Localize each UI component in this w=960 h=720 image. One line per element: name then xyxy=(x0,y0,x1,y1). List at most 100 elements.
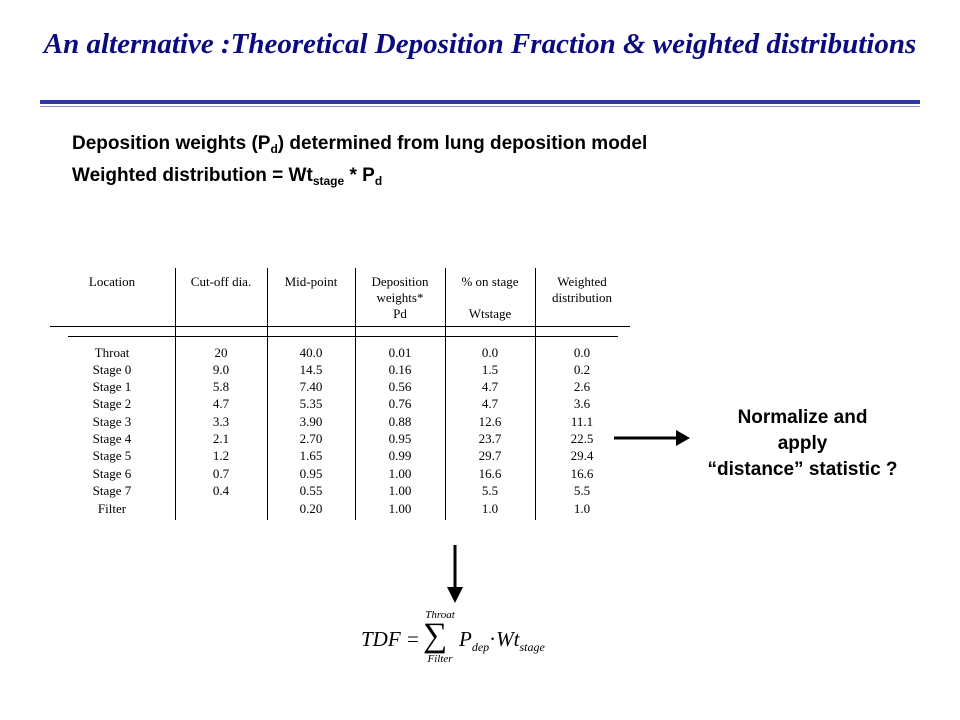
sum-lower-limit: Filter xyxy=(427,653,453,665)
table-header-line: Cut-off dia. xyxy=(190,274,252,289)
table-header-cell: Mid-point xyxy=(261,274,361,290)
table-cell: 0.7 xyxy=(212,466,230,481)
table-header-rule-2 xyxy=(68,336,618,337)
row-location: Filter xyxy=(97,501,127,516)
table-cell: 4.7 xyxy=(212,396,230,411)
bullet-subscript: stage xyxy=(312,174,345,188)
table-cell: 11.1 xyxy=(570,414,594,429)
slide-title: An alternative :Theoretical Deposition F… xyxy=(43,28,917,60)
table-column-divider xyxy=(445,268,446,520)
table-cell: 1.0 xyxy=(481,501,499,516)
table-cell: 14.5 xyxy=(299,362,323,377)
table-cell: 3.6 xyxy=(573,396,591,411)
row-location: Stage 2 xyxy=(92,396,132,411)
table-header-cell: % on stage Wtstage xyxy=(440,274,540,322)
table-column-divider xyxy=(267,268,268,520)
table-cell: 16.6 xyxy=(478,466,502,481)
table-header-line: distribution xyxy=(552,290,612,305)
table-header-line: Location xyxy=(88,274,136,289)
table-cell: 0.01 xyxy=(388,345,412,360)
table-header-line: Deposition xyxy=(371,274,429,289)
formula-p: P xyxy=(459,627,472,651)
table-column-divider xyxy=(535,268,536,520)
table-cell: 2.70 xyxy=(299,431,323,446)
row-location: Stage 7 xyxy=(92,483,132,498)
table-cell: 29.7 xyxy=(478,448,502,463)
table-cell: 1.00 xyxy=(388,466,412,481)
title-rule-thin xyxy=(40,106,920,107)
table-cell: 0.95 xyxy=(388,431,412,446)
table-column-divider xyxy=(355,268,356,520)
table-cell: 2.6 xyxy=(573,379,591,394)
table-column-divider xyxy=(175,268,176,520)
bullet-weighted-distribution: Weighted distribution = Wtstage * Pd xyxy=(72,165,382,188)
bullet-text: ) determined from lung deposition model xyxy=(277,133,648,154)
formula-equals: = xyxy=(407,627,419,651)
table-cell: 0.95 xyxy=(299,466,323,481)
tdf-formula: TDF = Throat ∑ Filter Pdep·Wtstage xyxy=(355,605,555,675)
table-cell: 0.56 xyxy=(388,379,412,394)
table-cell: 40.0 xyxy=(299,345,323,360)
table-cell: 0.16 xyxy=(388,362,412,377)
table-cell: 5.5 xyxy=(481,483,499,498)
bullet-text: Weighted distribution = Wt xyxy=(72,165,313,186)
table-cell: 0.0 xyxy=(481,345,499,360)
table-cell: 0.4 xyxy=(212,483,230,498)
summation-icon: ∑ xyxy=(423,617,448,654)
right-arrow-icon xyxy=(614,430,690,446)
formula-wt: Wt xyxy=(496,627,520,651)
title-rule xyxy=(40,100,920,104)
table-cell: 3.90 xyxy=(299,414,323,429)
note-line: “distance” statistic ? xyxy=(707,459,898,480)
table-cell: 29.4 xyxy=(570,448,594,463)
table-cell: 0.20 xyxy=(299,501,323,516)
row-location: Stage 0 xyxy=(92,362,132,377)
table-header-cell: Weighted distribution xyxy=(532,274,632,306)
table-cell: 0.88 xyxy=(388,414,412,429)
table-cell: 0.99 xyxy=(388,448,412,463)
formula-term: Pdep·Wtstage xyxy=(459,627,545,655)
table-header-line: weights* xyxy=(376,290,424,305)
table-cell: 5.8 xyxy=(212,379,230,394)
table-cell: 20 xyxy=(214,345,228,360)
table-cell: 0.2 xyxy=(573,362,591,377)
table-cell: 1.65 xyxy=(299,448,323,463)
table-cell: 16.6 xyxy=(570,466,594,481)
table-cell: 23.7 xyxy=(478,431,502,446)
table-header-line: Wtstage xyxy=(468,306,512,321)
table-header-cell: Deposition weights* Pd xyxy=(350,274,450,322)
table-cell: 1.00 xyxy=(388,483,412,498)
table-cell: 1.0 xyxy=(573,501,591,516)
deposition-table: Location Cut-off dia. Mid-point Deposition w… xyxy=(50,268,630,520)
table-cell: 9.0 xyxy=(212,362,230,377)
table-cell: 22.5 xyxy=(570,431,594,446)
table-header-line xyxy=(440,290,540,306)
table-cell: 5.5 xyxy=(573,483,591,498)
table-cell: 5.35 xyxy=(299,396,323,411)
table-cell: 7.40 xyxy=(299,379,323,394)
table-header-line: Pd xyxy=(393,306,407,321)
bullet-text: * P xyxy=(344,165,375,186)
bullet-deposition-weights: Deposition weights (Pd) determined from … xyxy=(72,133,647,156)
table-cell: 0.55 xyxy=(299,483,323,498)
row-location: Throat xyxy=(94,345,130,360)
formula-wt-sub: stage xyxy=(519,640,545,655)
table-header-cell: Cut-off dia. xyxy=(171,274,271,290)
table-header-line: Mid-point xyxy=(284,274,338,289)
table-cell xyxy=(176,500,266,517)
table-cell: 0.76 xyxy=(388,396,412,411)
table-cell: 0.0 xyxy=(573,345,591,360)
normalize-note: Normalize and apply “distance” statistic… xyxy=(685,405,920,483)
row-location: Stage 1 xyxy=(92,379,132,394)
formula-lhs: TDF xyxy=(361,627,401,651)
table-cell: 1.5 xyxy=(481,362,499,377)
row-location: Stage 3 xyxy=(92,414,132,429)
note-line: apply xyxy=(777,433,828,454)
row-location: Stage 5 xyxy=(92,448,132,463)
table-cell: 1.00 xyxy=(388,501,412,516)
table-cell: 4.7 xyxy=(481,379,499,394)
table-cell: 2.1 xyxy=(212,431,230,446)
table-header-line: Weighted xyxy=(557,274,607,289)
row-location: Stage 6 xyxy=(92,466,132,481)
bullet-subscript: d xyxy=(270,142,278,156)
